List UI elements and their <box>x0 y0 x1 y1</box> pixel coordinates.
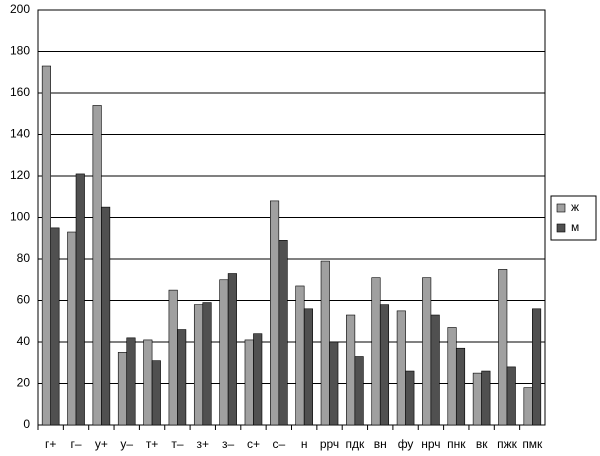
bar <box>329 341 339 426</box>
bar <box>143 339 153 426</box>
bar <box>270 200 280 426</box>
bar <box>278 240 288 426</box>
y-tick-label: 160 <box>10 85 30 99</box>
y-tick-label: 60 <box>17 293 31 307</box>
bar <box>498 269 508 426</box>
bar <box>303 308 313 426</box>
x-tick-label: с+ <box>247 437 260 451</box>
y-tick-label: 100 <box>10 210 30 224</box>
x-tick-label: пдк <box>346 437 366 451</box>
x-tick-label: фу <box>398 437 414 451</box>
bar <box>244 339 254 426</box>
bar <box>354 356 364 426</box>
bar <box>126 337 136 426</box>
bar <box>219 279 229 426</box>
x-tick-label: з– <box>222 437 235 451</box>
bar <box>447 327 457 426</box>
bar <box>253 333 263 426</box>
legend-box <box>550 195 597 241</box>
bar <box>177 329 187 426</box>
bar <box>92 105 102 426</box>
bar <box>481 370 491 426</box>
bar <box>379 304 390 426</box>
bar <box>532 308 542 426</box>
bar <box>523 387 533 426</box>
bar <box>168 289 178 426</box>
bar <box>193 304 204 426</box>
bar <box>396 310 406 426</box>
x-tick-label: т– <box>171 437 183 451</box>
bar <box>346 314 356 426</box>
x-tick-label: з+ <box>197 437 210 451</box>
x-tick-label: у– <box>120 437 133 451</box>
bar <box>67 231 77 426</box>
y-tick-label: 20 <box>17 376 31 390</box>
x-tick-label: г+ <box>45 437 56 451</box>
bar <box>151 360 161 426</box>
x-tick-label: г– <box>70 437 81 451</box>
legend-label: ж <box>571 200 579 214</box>
legend-swatch <box>556 203 566 213</box>
bar <box>117 352 128 426</box>
bar <box>371 277 381 426</box>
x-tick-label: т+ <box>146 437 159 451</box>
bar <box>455 347 466 426</box>
y-tick-label: 140 <box>10 127 30 141</box>
bar <box>295 285 305 426</box>
x-tick-label: пнк <box>447 437 466 451</box>
y-tick-label: 80 <box>17 251 31 265</box>
x-tick-label: с– <box>272 437 285 451</box>
y-tick-label: 180 <box>10 44 30 58</box>
legend-swatch <box>556 223 566 233</box>
x-tick-label: нрч <box>421 437 440 451</box>
bar <box>422 277 432 426</box>
bar <box>41 65 51 426</box>
x-tick-label: вк <box>476 437 488 451</box>
bar <box>405 370 415 426</box>
bar <box>506 366 516 426</box>
x-tick-label: пмк <box>522 437 543 451</box>
bar <box>430 314 440 426</box>
y-tick-label: 0 <box>23 417 30 431</box>
x-tick-label: пжк <box>497 437 518 451</box>
legend-label: м <box>571 220 579 234</box>
x-tick-label: у+ <box>95 437 108 451</box>
bar <box>50 227 60 426</box>
y-tick-label: 40 <box>17 334 31 348</box>
bar <box>320 260 330 426</box>
y-tick-label: 200 <box>10 2 30 16</box>
bar <box>472 372 482 426</box>
bar <box>75 173 85 426</box>
bar <box>101 206 111 426</box>
x-tick-label: ррч <box>320 437 339 451</box>
bar <box>202 302 212 426</box>
y-tick-label: 120 <box>10 168 30 182</box>
x-tick-label: вн <box>374 437 387 451</box>
x-tick-label: н <box>301 437 308 451</box>
bar <box>227 273 237 426</box>
